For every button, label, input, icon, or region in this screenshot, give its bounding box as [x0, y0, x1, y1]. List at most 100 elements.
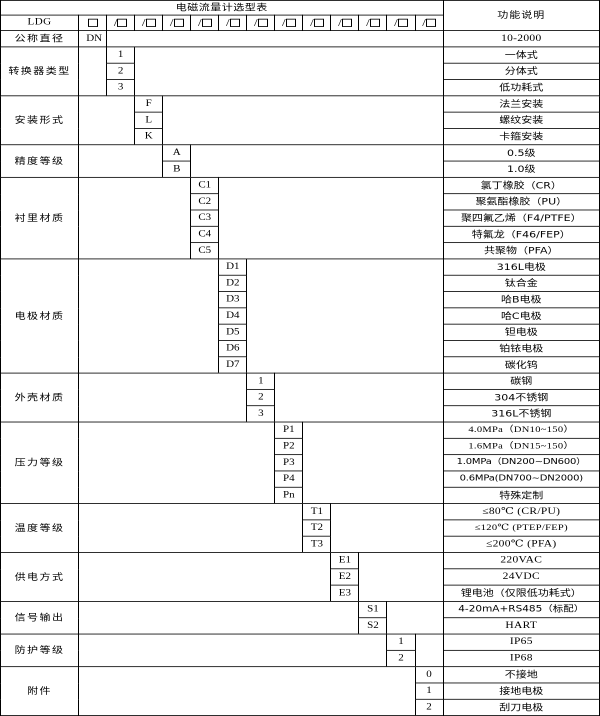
empty-code-box[interactable]	[87, 18, 98, 27]
code-slot[interactable]: /	[414, 14, 444, 31]
empty-code-box[interactable]	[341, 18, 352, 27]
option-code[interactable]: 2	[106, 62, 136, 80]
option-code[interactable]: S2	[358, 617, 388, 635]
slash-separator: /	[113, 16, 118, 29]
code-slot[interactable]: /	[302, 14, 332, 31]
table-row: 2 IP68	[1, 649, 600, 668]
option-code[interactable]: T1	[302, 503, 332, 521]
option-code[interactable]: D6	[218, 340, 248, 358]
table-row: T2 ≤120℃ (PTEP/FEP)	[1, 519, 600, 537]
group-label: 公称直径	[0, 30, 80, 48]
option-code[interactable]: Pn	[274, 486, 304, 504]
spacer-left	[78, 144, 163, 178]
slash-separator: /	[366, 16, 370, 29]
feature-description: 锂电池（仅限低功耗式）	[442, 584, 600, 602]
option-code[interactable]: E2	[330, 568, 360, 586]
table-row: 防护等级 1 IP65	[0, 633, 600, 668]
spacer-left	[78, 633, 387, 668]
empty-code-box[interactable]	[397, 18, 408, 27]
code-slot[interactable]: /	[106, 14, 136, 31]
code-slot[interactable]: /	[190, 14, 220, 31]
code-slot[interactable]: /	[134, 14, 164, 31]
option-code[interactable]: D7	[218, 356, 248, 374]
option-code[interactable]: D4	[218, 307, 248, 325]
option-code[interactable]: D3	[218, 291, 248, 309]
option-code[interactable]: P2	[274, 437, 304, 456]
empty-code-box[interactable]	[257, 18, 268, 27]
option-code[interactable]: B	[162, 160, 192, 178]
table-row: 公称直径 DN 10-2000	[0, 30, 600, 48]
option-code[interactable]: C2	[190, 193, 220, 211]
feature-description: 接地电极	[442, 682, 600, 700]
option-code[interactable]: D5	[218, 323, 248, 341]
option-code[interactable]: D2	[218, 274, 248, 292]
spacer-left	[78, 258, 219, 374]
code-slot[interactable]: /	[274, 14, 304, 31]
option-code[interactable]: 1	[414, 682, 444, 700]
code-slot[interactable]: /	[162, 14, 192, 31]
empty-code-box[interactable]	[229, 18, 240, 27]
option-code[interactable]: D1	[218, 258, 248, 276]
empty-code-box[interactable]	[145, 18, 156, 27]
spacer-left	[78, 372, 247, 423]
table-row: E2 24VDC	[1, 568, 600, 586]
option-code[interactable]: S1	[358, 601, 388, 619]
option-code[interactable]: P4	[274, 470, 304, 488]
option-code[interactable]: 2	[246, 388, 276, 407]
option-code[interactable]: 1	[106, 46, 136, 64]
empty-code-box[interactable]	[117, 18, 128, 27]
option-code[interactable]: C4	[190, 225, 220, 244]
option-code[interactable]: 2	[414, 698, 444, 716]
feature-description: 铂铱电极	[442, 340, 600, 358]
feature-description: 4.0MPa（DN10~150）	[442, 421, 600, 439]
option-code[interactable]: C1	[190, 176, 220, 195]
code-slot[interactable]: /	[358, 14, 388, 31]
option-code[interactable]: 0	[414, 666, 444, 684]
feature-description: 碳钢	[442, 372, 600, 390]
code-slot[interactable]: /	[218, 14, 248, 31]
code-slot[interactable]	[78, 14, 108, 31]
option-code[interactable]: L	[134, 111, 164, 129]
option-code[interactable]: C3	[190, 209, 220, 227]
nominal-diameter-prefix: DN	[78, 30, 108, 48]
option-code[interactable]: P3	[274, 454, 304, 472]
feature-description: 分体式	[442, 62, 600, 80]
code-slot[interactable]: /	[330, 14, 360, 31]
empty-code-box[interactable]	[173, 18, 184, 27]
slash-separator: /	[197, 16, 202, 29]
feature-description: 0.5级	[442, 144, 600, 162]
spacer-left	[78, 552, 331, 602]
spacer-right	[358, 552, 444, 602]
option-code[interactable]: E3	[330, 584, 360, 602]
feature-description: 24VDC	[442, 568, 600, 586]
empty-code-box[interactable]	[285, 18, 296, 27]
option-code[interactable]: C5	[190, 242, 220, 260]
feature-description: ≤120℃ (PTEP/FEP)	[442, 519, 600, 537]
group-label: 防护等级	[0, 633, 80, 668]
group-label: 电极材质	[0, 258, 80, 374]
option-code[interactable]: P1	[274, 421, 304, 439]
empty-code-box[interactable]	[201, 18, 212, 27]
model-code-row: LDG / / / / / / / / / / / /	[0, 14, 600, 31]
empty-code-box[interactable]	[369, 18, 380, 27]
option-code[interactable]: T2	[302, 519, 332, 537]
option-code[interactable]: E1	[330, 552, 360, 570]
option-code[interactable]: 2	[386, 649, 416, 668]
option-code[interactable]: 1	[386, 633, 416, 651]
spacer-left	[78, 601, 359, 635]
option-code[interactable]: 1	[246, 372, 276, 390]
feature-description: 0.6MPa(DN700~DN2000)	[442, 470, 600, 488]
group-label: 安装形式	[0, 95, 80, 146]
option-code[interactable]: K	[134, 128, 164, 146]
option-code[interactable]: 3	[246, 405, 276, 423]
table-row: E3 锂电池（仅限低功耗式）	[1, 584, 600, 602]
option-code[interactable]: F	[134, 95, 164, 113]
option-code[interactable]: T3	[302, 535, 332, 553]
option-code[interactable]: 3	[106, 79, 136, 97]
slash-separator: /	[394, 16, 398, 29]
empty-code-box[interactable]	[313, 18, 324, 27]
code-slot[interactable]: /	[386, 14, 416, 31]
option-code[interactable]: A	[162, 144, 192, 162]
empty-code-box[interactable]	[425, 18, 436, 27]
code-slot[interactable]: /	[246, 14, 276, 31]
